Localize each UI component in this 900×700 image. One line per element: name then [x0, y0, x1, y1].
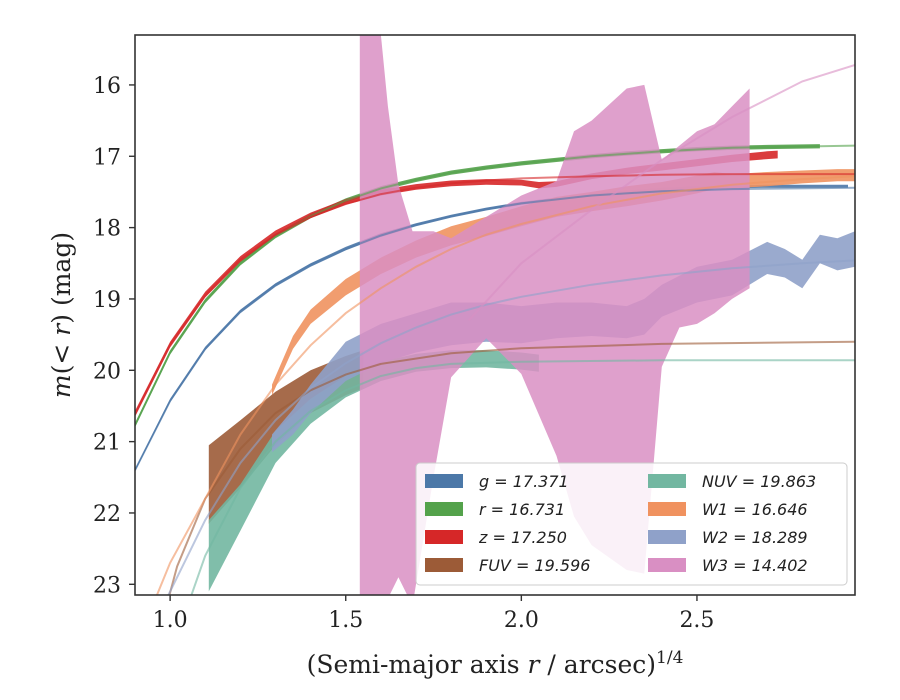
- y-tick-label: 20: [93, 359, 121, 384]
- y-axis-label: m(< r) (mag): [47, 232, 76, 398]
- x-axis-label: (Semi-major axis r / arcsec)1/4: [307, 648, 684, 679]
- model-curve-w1: [155, 175, 855, 595]
- legend-label-r: r = 16.731: [479, 500, 565, 519]
- legend-swatch-w1: [648, 502, 686, 516]
- x-tick-label: 1.0: [153, 608, 188, 633]
- x-tick-label: 2.5: [679, 608, 714, 633]
- y-tick-label: 18: [93, 217, 121, 242]
- y-axis-ticks: 16 17 18 19 20 21 22 23: [93, 74, 135, 598]
- model-curve-fuv: [168, 340, 855, 595]
- legend-label-g: g = 17.371: [479, 472, 569, 491]
- model-curve-nuv: [190, 359, 855, 595]
- legend-swatch-fuv: [425, 558, 463, 572]
- x-axis-ticks: 1.0 1.5 2.0 2.5: [153, 595, 714, 633]
- legend-swatch-w3: [648, 558, 686, 572]
- model-curve-g: [135, 186, 855, 471]
- legend-label-nuv: NUV = 19.863: [702, 472, 816, 491]
- legend-label-w3: W3 = 14.402: [702, 556, 808, 575]
- x-tick-label: 2.0: [504, 608, 539, 633]
- y-tick-label: 17: [93, 145, 121, 170]
- legend-swatch-w2: [648, 530, 686, 544]
- legend-label-w1: W1 = 16.646: [702, 500, 808, 519]
- model-curve-w2: [167, 259, 855, 595]
- legend-box: [415, 462, 848, 586]
- legend-swatch-r: [425, 502, 463, 516]
- legend-label-z: z = 17.250: [478, 528, 567, 547]
- plot-frame: [134, 34, 856, 596]
- model-curve-r: [135, 144, 855, 426]
- model-curve-w3: [467, 64, 855, 322]
- y-tick-label: 23: [93, 573, 121, 598]
- x-tick-label: 1.5: [328, 608, 363, 633]
- legend: g = 17.371 r = 16.731 z = 17.250 FUV = 19.5…: [415, 462, 848, 586]
- y-tick-label: 22: [93, 502, 121, 527]
- y-tick-label: 19: [93, 288, 121, 313]
- legend-swatch-z: [425, 530, 463, 544]
- y-tick-label: 21: [93, 431, 121, 456]
- legend-swatch-g: [425, 474, 463, 488]
- model-curve-z: [135, 173, 855, 415]
- legend-label-w2: W2 = 18.289: [702, 528, 808, 547]
- legend-swatch-nuv: [648, 474, 686, 488]
- series-model-curves: [135, 64, 855, 595]
- legend-label-fuv: FUV = 19.596: [479, 556, 590, 575]
- y-tick-label: 16: [93, 74, 121, 99]
